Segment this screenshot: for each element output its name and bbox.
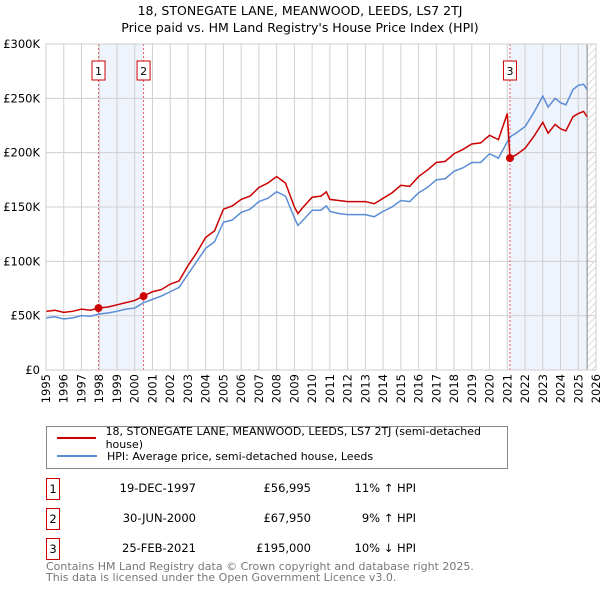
x-tick-label: 2020 [483,374,497,403]
sale-badge-number: 2 [140,65,147,78]
x-tick-label: 2018 [447,374,461,403]
sale-price: £195,000 [256,541,311,555]
sale-badge-number: 1 [95,65,102,78]
sale-hpi-diff: 10% ↓ HPI [354,541,416,555]
legend-swatch-hpi [57,455,97,457]
legend-label-property: 18, STONEGATE LANE, MEANWOOD, LEEDS, LS7… [105,425,482,451]
x-tick-label: 2026 [589,374,600,403]
y-tick-label: £150K [3,200,40,214]
x-tick-label: 2001 [145,374,159,403]
sale-point [139,292,148,301]
sale-badge [502,60,517,81]
sale-row-badge: 2 [46,508,60,530]
chart-plot: 1995 1996 1997 1998 1999 2000 2001 2002 2003 2004… [3,37,600,403]
x-tick-label: 2008 [270,374,284,403]
sale-row-badge: 3 [46,538,60,560]
x-tick-label: 2000 [128,374,142,403]
legend: 18, STONEGATE LANE, MEANWOOD, LEEDS, LS7… [46,425,508,469]
footer-copyright: Contains HM Land Registry data © Crown c… [46,560,474,573]
y-tick-label: £100K [3,254,40,268]
x-tick-label: 2024 [554,374,568,403]
plot-border [45,43,597,371]
sale-row: 1 19-DEC-1997 £56,995 11% ↑ HPI [46,478,546,500]
x-tick-label: 2023 [536,374,550,403]
sale-date: 19-DEC-1997 [119,481,196,495]
x-tick-label: 1998 [92,374,106,403]
x-tick-label: 2003 [181,374,195,403]
x-tick-label: 2015 [394,374,408,403]
x-tick-label: 1999 [110,374,124,403]
x-tick-label: 1996 [57,374,71,403]
x-tick-label: 2025 [571,374,585,403]
x-tick-label: 2006 [234,374,248,403]
legend-label-hpi: HPI: Average price, semi-detached house,… [107,449,374,463]
chart-subtitle: Price paid vs. HM Land Registry's House … [121,20,479,35]
x-tick-label: 2016 [412,374,426,403]
x-tick-label: 2019 [465,374,479,403]
x-tick-label: 2010 [305,374,319,403]
sale-date: 30-JUN-2000 [122,511,196,525]
x-tick-label: 2021 [500,374,514,403]
x-tick-label: 2002 [163,374,177,403]
x-tick-label: 2011 [323,374,337,403]
sale-price: £56,995 [263,481,311,495]
hpi-line [45,83,588,320]
x-tick-label: 2009 [287,374,301,403]
x-tick-label: 2017 [429,374,443,403]
y-tick-label: £0 [25,363,40,377]
x-tick-label: 2004 [199,374,213,403]
x-tick-label: 2007 [252,374,266,403]
x-tick-label: 1995 [39,374,53,403]
sale-price: £67,950 [263,511,311,525]
y-tick-label: £50K [11,309,41,323]
sale-hpi-diff: 9% ↑ HPI [361,511,416,525]
y-tick-label: £200K [3,146,40,160]
sale-hpi-diff: 11% ↑ HPI [354,481,416,495]
sale-date: 25-FEB-2021 [122,541,196,555]
sale-point [505,154,514,163]
sale-badge [91,60,106,81]
x-tick-label: 2022 [518,374,532,403]
sale-row: 2 30-JUN-2000 £67,950 9% ↑ HPI [46,508,546,530]
footer-licence: This data is licensed under the Open Gov… [46,571,397,584]
x-tick-label: 2005 [216,374,230,403]
y-tick-label: £300K [3,37,40,51]
sale-badge-number: 3 [506,65,513,78]
legend-swatch-property [57,437,96,439]
x-tick-label: 2013 [358,374,372,403]
x-tick-label: 2014 [376,374,390,403]
sale-row: 3 25-FEB-2021 £195,000 10% ↓ HPI [46,538,546,560]
y-tick-label: £250K [3,91,40,105]
x-tick-label: 2012 [341,374,355,403]
sale-badge [136,60,151,81]
chart-title: 18, STONEGATE LANE, MEANWOOD, LEEDS, LS7… [137,3,463,18]
x-tick-label: 1997 [74,374,88,403]
sale-point [94,304,103,313]
sale-row-badge: 1 [46,478,60,500]
